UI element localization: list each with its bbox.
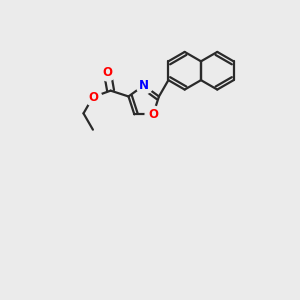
Text: O: O [102, 66, 112, 79]
Text: O: O [148, 108, 158, 121]
Text: O: O [88, 91, 98, 103]
Text: N: N [139, 79, 149, 92]
